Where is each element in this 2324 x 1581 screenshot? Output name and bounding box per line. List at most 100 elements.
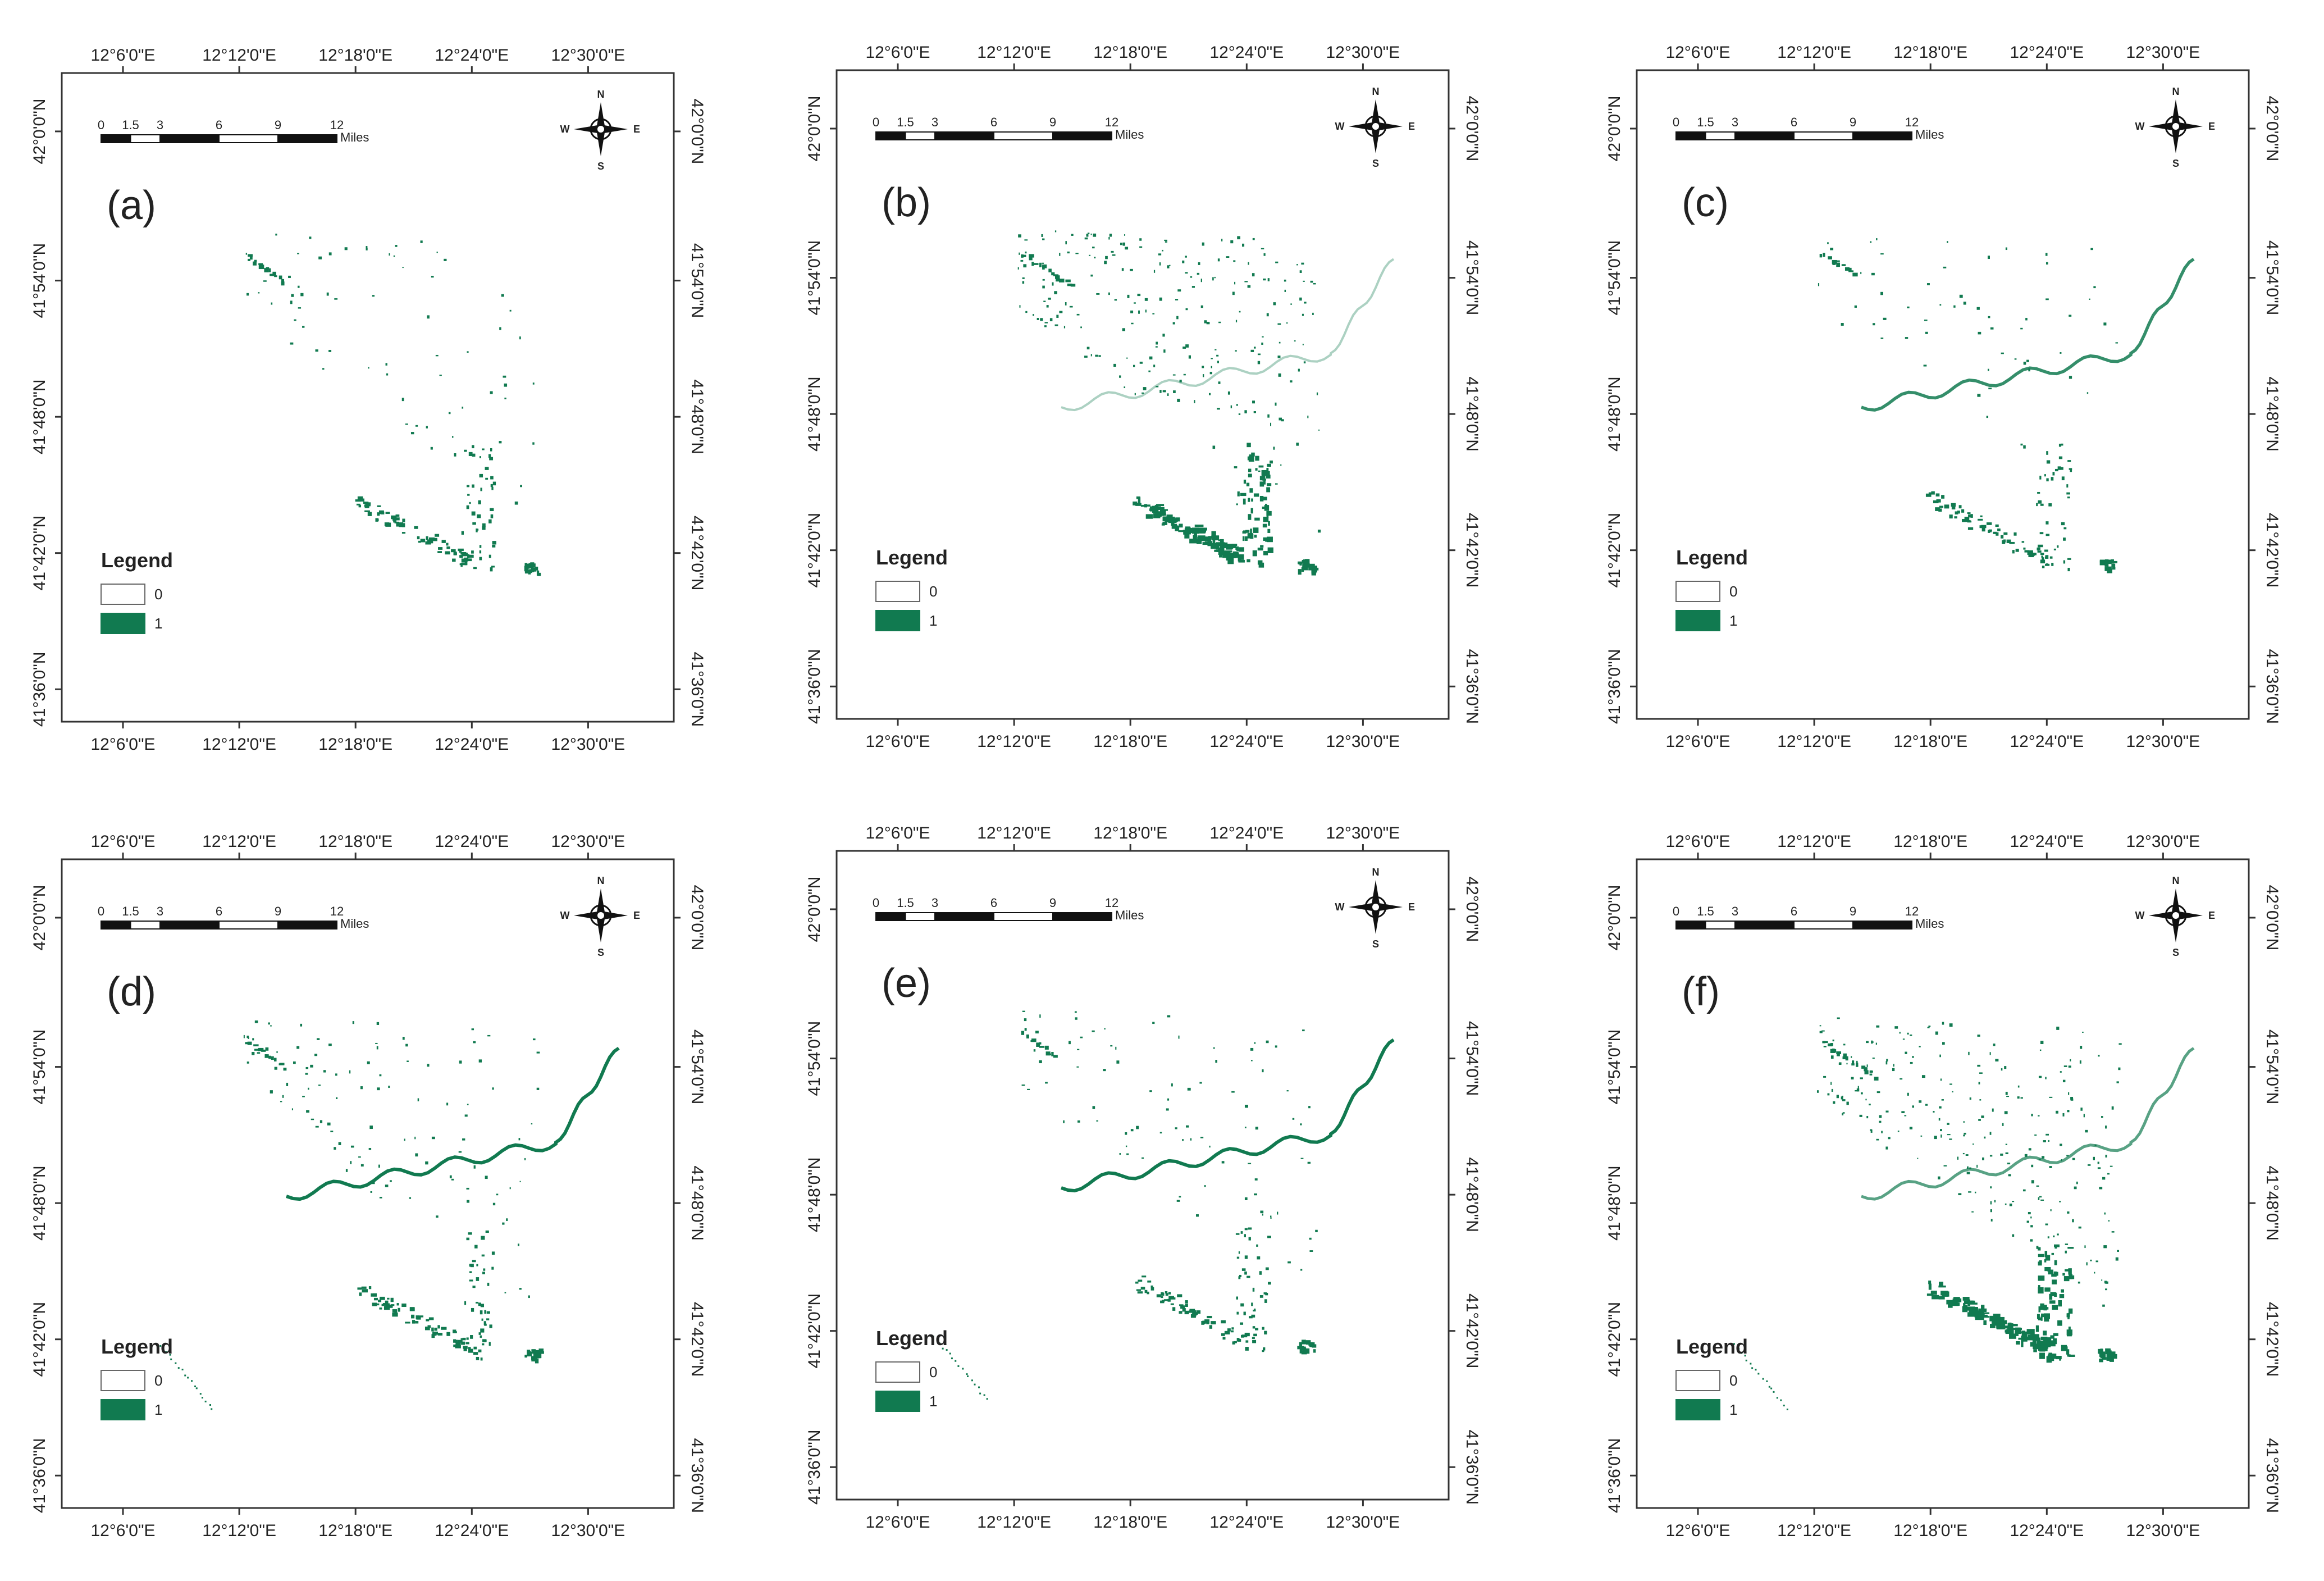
compass-south-point xyxy=(2171,126,2180,153)
pixel xyxy=(254,259,257,262)
scale-tick-label: 9 xyxy=(1850,904,1856,918)
pixel xyxy=(293,1061,296,1064)
pixel xyxy=(393,518,397,523)
pixel xyxy=(1171,520,1175,526)
pixel xyxy=(1092,1106,1095,1109)
pixel xyxy=(1823,1046,1827,1047)
pixel xyxy=(315,349,318,352)
pixel xyxy=(1260,1210,1264,1214)
pixel xyxy=(405,1044,408,1047)
pixel xyxy=(1065,302,1067,306)
scale-tick-label: 1.5 xyxy=(1697,904,1714,918)
pixel xyxy=(2045,1077,2047,1079)
pixel xyxy=(1261,470,1267,476)
pixel xyxy=(1238,1276,1241,1279)
pixel xyxy=(1189,1309,1195,1311)
pixel xyxy=(375,518,378,522)
lon-label-top: 12°30'0"E xyxy=(1326,43,1400,62)
pixel xyxy=(2057,1320,2062,1326)
lat-label-left: 41°54'0"N xyxy=(805,240,824,315)
pixel xyxy=(1959,294,1963,298)
pixel xyxy=(2038,1275,2045,1281)
pixel xyxy=(1277,1211,1279,1215)
pixel xyxy=(2040,1199,2044,1201)
pixel xyxy=(2021,1341,2024,1347)
lat-label-right: 41°54'0"N xyxy=(2263,240,2281,315)
pixel xyxy=(2042,1156,2045,1159)
pixel xyxy=(1150,1287,1154,1291)
pixel xyxy=(272,271,276,276)
scale-segment xyxy=(1705,921,1736,930)
pixel xyxy=(1175,299,1179,300)
pixel xyxy=(1189,539,1198,544)
classified-pixels xyxy=(932,1010,1318,1400)
pixel xyxy=(1069,1041,1071,1045)
pixel xyxy=(1220,539,1224,543)
pixel xyxy=(377,505,381,507)
pixel xyxy=(2047,1236,2049,1238)
pixel xyxy=(1755,1369,1757,1371)
pixel xyxy=(2005,1091,2008,1095)
legend-label-0: 0 xyxy=(1729,1372,1737,1389)
pixel xyxy=(380,1296,385,1300)
pixel xyxy=(266,267,270,270)
pixel xyxy=(2057,545,2059,548)
pixel xyxy=(490,567,493,572)
map-svg: 12°6'0"E12°6'0"E12°12'0"E12°12'0"E12°18'… xyxy=(805,43,1481,751)
pixel xyxy=(1982,1157,1984,1160)
pixel xyxy=(1204,1185,1206,1187)
pixel xyxy=(1842,1099,1846,1101)
pixel xyxy=(1206,321,1210,325)
pixel xyxy=(1841,1096,1843,1100)
pixel xyxy=(1158,253,1162,256)
pixel xyxy=(517,1243,519,1246)
pixel xyxy=(464,557,468,562)
pixel xyxy=(2094,1272,2095,1274)
scale-tick-label: 9 xyxy=(275,118,281,132)
pixel xyxy=(1185,1303,1188,1307)
pixel xyxy=(1303,566,1308,571)
pixel xyxy=(1296,443,1299,446)
pixel xyxy=(1175,1127,1177,1129)
pixel xyxy=(1309,1237,1312,1240)
pixel xyxy=(2030,1239,2033,1242)
pixel xyxy=(2059,1200,2061,1202)
pixel xyxy=(1212,539,1216,545)
pixel xyxy=(1978,1065,1980,1067)
lat-label-left: 41°36'0"N xyxy=(30,1438,49,1513)
pixel xyxy=(1963,1135,1965,1137)
pixel xyxy=(932,1335,934,1337)
pixel xyxy=(1185,528,1194,530)
pixel xyxy=(1953,1302,1960,1306)
pixel xyxy=(1978,518,1983,521)
scale-segment xyxy=(1052,912,1112,921)
pixel xyxy=(1200,305,1203,308)
pixel xyxy=(305,1067,309,1069)
pixel xyxy=(2066,1329,2072,1336)
pixel xyxy=(966,1375,969,1378)
pixel xyxy=(2074,1186,2077,1190)
pixel xyxy=(1248,1237,1251,1241)
lat-label-left: 41°48'0"N xyxy=(30,1165,49,1240)
pixel xyxy=(2061,522,2065,526)
pixel xyxy=(468,452,473,457)
pixel xyxy=(1990,1201,1992,1205)
pixel xyxy=(381,512,385,514)
pixel xyxy=(2105,1154,2107,1158)
pixel xyxy=(1221,239,1223,242)
pixel xyxy=(1167,1298,1171,1302)
scale-tick-label: 9 xyxy=(1850,115,1856,129)
lat-label-right: 41°54'0"N xyxy=(688,243,706,318)
pixel xyxy=(1258,562,1264,568)
pixel xyxy=(1313,283,1316,285)
pixel xyxy=(392,1313,398,1317)
lon-label-bottom: 12°12'0"E xyxy=(977,732,1051,751)
legend-title: Legend xyxy=(101,1335,173,1358)
river-line xyxy=(1861,1047,2195,1201)
scale-segment xyxy=(1705,131,1736,140)
pixel xyxy=(1925,331,1928,334)
pixel xyxy=(1943,1165,1947,1167)
pixel xyxy=(1275,1045,1277,1048)
